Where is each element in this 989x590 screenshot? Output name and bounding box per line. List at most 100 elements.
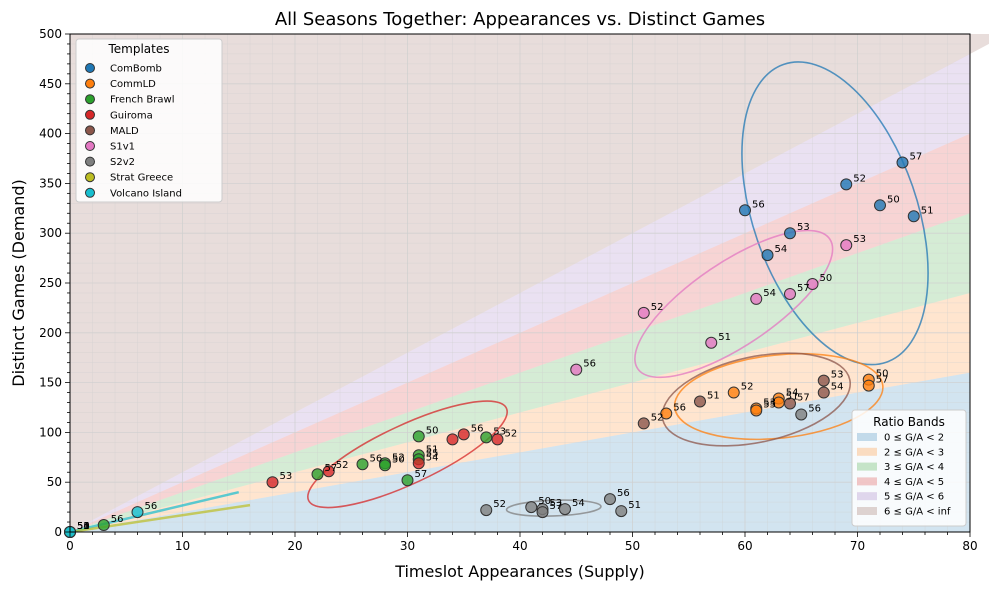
point-label: 56 [111,514,124,525]
data-point [559,503,571,516]
data-point [840,178,853,191]
point-label: 56 [808,403,821,414]
point-label: 55 [77,521,90,532]
data-point [784,397,796,410]
point-label: 53 [831,370,844,381]
legend-marker [85,109,95,120]
legend-label: Volcano Island [110,188,182,199]
point-label: 54 [426,452,439,463]
legend-label: Guiroma [110,110,153,121]
data-point [97,519,110,532]
point-label: 54 [572,498,585,509]
legend-box [75,38,223,203]
x-tick-label: 70 [850,539,865,553]
point-label: 53 [493,426,506,437]
x-tick-label: 80 [962,539,977,553]
bands-legend-swatch [857,447,877,456]
x-tick-label: 40 [512,539,527,553]
point-label: 57 [550,501,563,512]
ellipses [307,61,929,517]
x-tick-label: 10 [175,539,190,553]
bands-legend-label: 6 ≤ G/A < inf [884,507,951,518]
point-label: 52 [741,382,754,393]
bands-legend-swatch [857,462,877,471]
data-point [480,504,493,517]
legend-label: CommLD [110,79,156,90]
data-point [862,379,875,392]
legend-marker [85,78,95,89]
point-label: 50 [876,369,889,380]
data-point [660,407,673,420]
data-point [817,374,830,387]
y-tick-label: 50 [47,475,62,489]
ellipse-mald [661,352,852,447]
data-point [570,363,583,376]
y-tick-label: 100 [39,425,62,439]
x-tick-label: 20 [287,539,302,553]
data-point [525,501,538,514]
point-label: 51 [921,205,934,216]
legend-label: MALD [110,126,139,137]
data-point [379,459,391,472]
data-point [131,506,144,519]
data-point [727,386,740,399]
data-point [750,404,763,417]
bands-legend-swatch [857,477,877,486]
data-point [705,336,718,349]
x-tick-label: 60 [737,539,752,553]
bands-legend-label: 2 ≤ G/A < 3 [884,447,944,458]
point-label: 50 [392,454,405,465]
data-point [694,395,706,408]
x-axis-label: Timeslot Appearances (Supply) [394,562,645,581]
data-point [356,458,369,471]
point-label: 50 [820,273,833,284]
data-point [401,474,414,487]
data-point [637,417,650,430]
ellipse-s2v2 [505,499,602,517]
data-point [604,493,616,506]
point-label: 52 [392,452,405,463]
y-axis-ticks: 0 50 100 150 200 250 300 350 400 450 500 [39,27,70,539]
data-point [491,433,504,446]
data-point [311,468,324,481]
point-label: 56 [673,402,686,413]
point-label: 56 [583,359,596,370]
point-label: 53 [763,397,776,408]
point-label: 53 [797,222,810,233]
point-label: 53 [77,521,90,532]
data-point [896,156,909,169]
data-point [907,210,920,223]
legend-marker [85,141,95,151]
templates-legend: Templates ComBomb CommLD French Brawl Guirom… [75,38,223,203]
point-label: 56 [471,423,484,434]
x-axis-ticks: 0 10 20 30 40 50 60 70 80 [66,532,978,553]
point-label: 50 [538,496,551,507]
data-point [536,506,549,519]
point-label: 57 [797,393,810,404]
bands-legend-title: Ratio Bands [873,415,945,429]
legend-title: Templates [107,42,169,56]
point-label: 56 [145,501,158,512]
point-label: 56 [752,199,765,210]
data-point [874,199,886,212]
data-point [637,306,650,319]
legend-marker [85,125,95,136]
data-point [457,428,470,441]
ellipse-s1v1 [634,229,834,379]
data-point [840,239,853,252]
data-point [446,433,459,446]
point-label: 57 [415,469,428,480]
legend-label: S2v2 [110,157,135,168]
point-label: 55 [763,399,776,410]
x-tick-label: 50 [625,539,640,553]
ellipse-guiroma [307,400,508,509]
bands-legend-box [851,409,967,527]
y-tick-label: 250 [39,276,62,290]
point-label: 50 [77,521,90,532]
bands-legend-label: 5 ≤ G/A < 6 [884,492,944,503]
point-label: 53 [550,498,563,509]
point-label: 57 [876,375,889,386]
legend-marker [85,187,95,198]
point-label: 52 [336,460,349,471]
point-label: 51 [786,392,799,403]
